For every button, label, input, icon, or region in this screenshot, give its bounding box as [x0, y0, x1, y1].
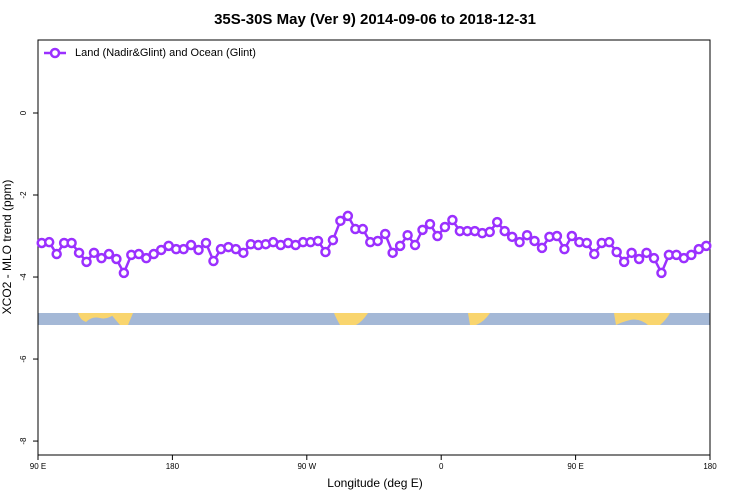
y-axis-label: XCO2 - MLO trend (ppm) — [0, 180, 14, 315]
data-point — [417, 224, 428, 236]
data-point — [88, 247, 100, 259]
data-point — [133, 248, 145, 260]
data-point — [686, 249, 697, 261]
data-point — [335, 215, 346, 227]
data-point — [96, 252, 107, 264]
x-tick-label: 90 E — [30, 462, 46, 471]
data-point — [506, 231, 518, 243]
x-tick-label: 180 — [703, 462, 717, 471]
data-point — [491, 216, 503, 228]
data-point — [529, 235, 540, 247]
data-point — [559, 243, 570, 255]
data-point — [536, 242, 548, 254]
data-point — [379, 228, 391, 240]
data-point — [484, 226, 495, 238]
data-point — [626, 247, 637, 259]
data-point — [178, 243, 189, 255]
data-point — [581, 237, 593, 249]
legend-label: Land (Nadir&Glint) and Ocean (Glint) — [75, 47, 256, 59]
x-tick-label: 90 E — [567, 462, 583, 471]
y-tick-label: -4 — [19, 273, 28, 281]
data-point — [372, 235, 383, 247]
data-point — [701, 240, 712, 252]
data-point — [103, 248, 115, 260]
data-point — [499, 225, 510, 237]
data-point — [387, 247, 398, 259]
data-point — [589, 248, 600, 260]
data-point — [155, 244, 167, 256]
data-point — [409, 239, 421, 251]
data-point — [402, 229, 413, 241]
data-point — [447, 214, 458, 226]
data-point — [566, 230, 578, 242]
data-point — [327, 234, 339, 246]
data-point — [312, 235, 324, 247]
data-point — [148, 248, 159, 260]
data-point — [618, 256, 630, 268]
y-tick-label: -8 — [19, 437, 28, 445]
data-point — [238, 247, 249, 259]
land — [334, 313, 368, 325]
x-tick-label: 0 — [439, 462, 444, 471]
x-tick-label: 180 — [166, 462, 180, 471]
x-tick-label: 90 W — [297, 462, 316, 471]
ocean-band — [38, 313, 710, 325]
data-point — [81, 256, 92, 268]
data-point — [424, 218, 436, 230]
data-point — [439, 221, 451, 233]
data-point — [342, 210, 354, 222]
data-point — [111, 253, 122, 265]
data-point — [193, 244, 204, 256]
chart-title: 35S-30S May (Ver 9) 2014-09-06 to 2018-1… — [214, 11, 536, 28]
y-tick-label: -2 — [19, 191, 28, 199]
map-strip — [38, 313, 710, 325]
y-tick-label: 0 — [19, 110, 28, 115]
data-point — [633, 253, 645, 265]
data-point — [603, 236, 615, 248]
data-point — [51, 248, 62, 260]
data-point — [208, 255, 219, 267]
land — [110, 313, 133, 325]
data-point — [73, 247, 85, 259]
data-point — [641, 247, 652, 259]
data-point — [394, 240, 406, 252]
data-point — [611, 246, 622, 258]
data-point — [141, 252, 152, 264]
data-point — [514, 236, 525, 248]
data-point — [200, 237, 212, 249]
legend: Land (Nadir&Glint) and Ocean (Glint) — [44, 47, 256, 59]
land — [78, 313, 116, 322]
data-point — [521, 229, 533, 241]
y-tick-label: -6 — [19, 355, 28, 363]
data-point — [656, 267, 667, 279]
legend-marker — [49, 47, 61, 59]
data-point — [357, 223, 369, 235]
land — [468, 313, 490, 325]
data-point — [432, 230, 443, 242]
data-point — [551, 230, 563, 242]
data-point — [320, 246, 331, 258]
x-axis-label: Longitude (deg E) — [327, 476, 422, 490]
data-point — [43, 236, 55, 248]
data-point — [648, 252, 660, 264]
data-point — [185, 239, 197, 251]
land — [614, 313, 670, 325]
data-point — [118, 267, 130, 279]
data-point — [66, 237, 77, 249]
